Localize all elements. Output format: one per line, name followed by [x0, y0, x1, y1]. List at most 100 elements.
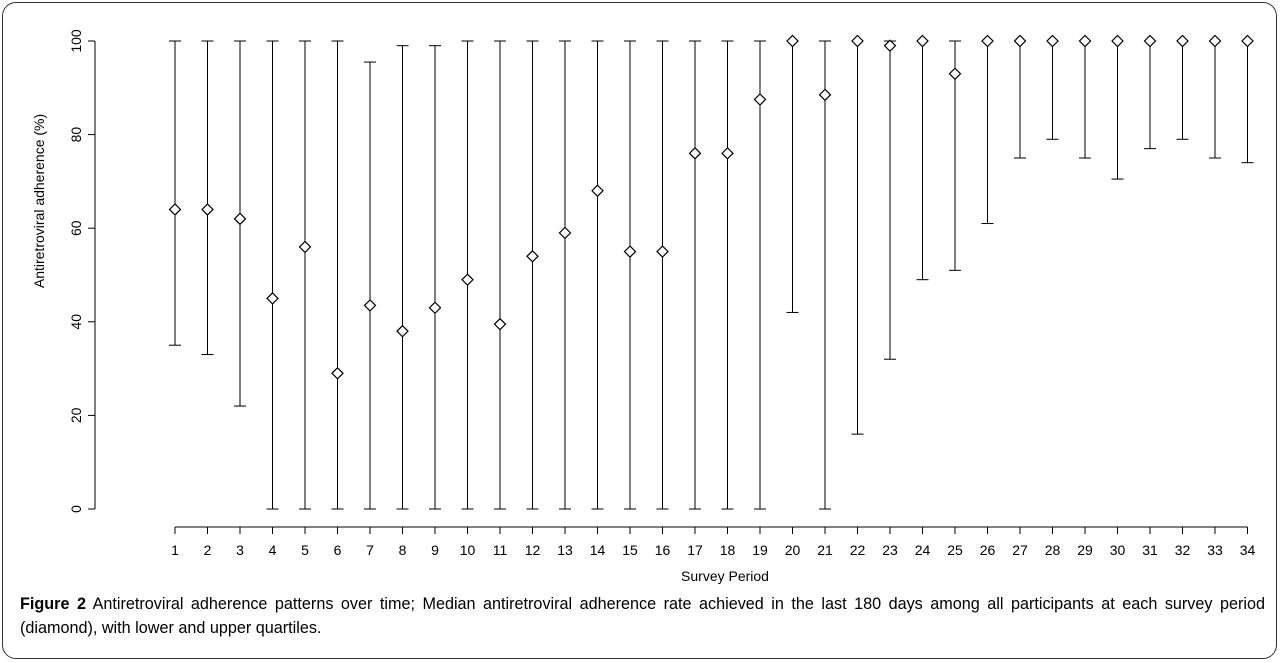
error-bar	[526, 40, 539, 510]
median-diamond	[916, 34, 929, 48]
median-diamond	[396, 324, 409, 338]
x-tick-label: 10	[460, 542, 476, 558]
error-bar	[884, 40, 896, 360]
x-axis-label: Survey Period	[681, 568, 769, 584]
error-bar	[689, 40, 701, 510]
error-bar	[1241, 40, 1254, 164]
error-bar	[299, 40, 311, 510]
error-bar	[819, 40, 831, 510]
x-tick-label: 27	[1012, 542, 1028, 558]
y-tick-label: 20	[68, 407, 84, 423]
x-tick-label: 9	[431, 542, 439, 558]
error-bar	[754, 40, 766, 510]
error-bar	[201, 40, 214, 356]
median-diamond	[1208, 34, 1222, 48]
error-bar	[1209, 40, 1221, 159]
error-bar	[721, 40, 734, 510]
x-tick-label: 20	[785, 542, 801, 558]
median-diamond	[526, 249, 539, 263]
x-axis: 1 2 3 4 5 6 7 8 9 10 11 12 13 14 15 16 17 18 19 20 21 22 23 24 2…	[171, 526, 1256, 558]
error-bar	[429, 45, 441, 510]
error-bars	[169, 40, 1254, 510]
y-tick-label: 60	[68, 220, 84, 236]
median-diamond	[201, 203, 214, 216]
median-diamond	[428, 301, 442, 315]
median-diamond	[1046, 34, 1059, 48]
error-bar	[1046, 40, 1059, 140]
median-diamond	[1013, 34, 1027, 48]
x-tick-label: 3	[236, 542, 244, 558]
x-tick-label: 5	[301, 542, 309, 558]
error-bar	[851, 40, 864, 435]
median-diamond	[266, 292, 279, 305]
error-bar	[916, 40, 929, 281]
median-markers	[168, 34, 1254, 380]
x-tick-label: 18	[720, 542, 736, 558]
x-tick-label: 29	[1077, 542, 1093, 558]
x-tick-label: 25	[947, 542, 963, 558]
median-diamond	[168, 203, 182, 216]
median-diamond	[688, 146, 702, 160]
median-diamond	[363, 299, 377, 312]
x-tick-label: 31	[1142, 542, 1158, 558]
x-tick-label: 21	[817, 542, 833, 558]
error-bar	[169, 40, 181, 346]
x-tick-label: 22	[850, 542, 866, 558]
x-tick-label: 13	[557, 542, 573, 558]
error-bar	[786, 40, 799, 313]
median-diamond	[298, 240, 312, 254]
median-diamond	[591, 184, 604, 198]
error-bar	[1111, 40, 1124, 180]
median-diamond	[331, 366, 344, 380]
median-diamond	[851, 34, 864, 48]
x-tick-label: 14	[590, 542, 606, 558]
median-diamond	[753, 93, 767, 106]
median-diamond	[1241, 34, 1254, 48]
x-tick-label: 4	[269, 542, 277, 558]
error-bar	[1176, 40, 1189, 140]
median-diamond	[883, 39, 897, 53]
error-bar	[624, 40, 636, 510]
error-bar	[364, 61, 376, 510]
error-bar	[1014, 40, 1026, 159]
error-bar	[656, 40, 669, 510]
figure-caption: Figure 2 Antiretroviral adherence patter…	[20, 592, 1265, 640]
x-tick-label: 19	[752, 542, 768, 558]
x-tick-label: 28	[1045, 542, 1061, 558]
y-tick-label: 0	[68, 505, 84, 513]
x-tick-label: 17	[687, 542, 703, 558]
median-diamond	[656, 245, 669, 258]
x-tick-label: 30	[1110, 542, 1126, 558]
error-bar	[1079, 40, 1091, 159]
median-diamond	[1176, 34, 1189, 48]
x-tick-label: 1	[171, 542, 179, 558]
median-diamond	[1143, 34, 1157, 48]
median-diamond	[818, 88, 832, 102]
x-tick-label: 32	[1175, 542, 1191, 558]
y-tick-label: 40	[68, 314, 84, 330]
error-bar	[591, 40, 604, 510]
error-bar	[1144, 40, 1156, 150]
error-bar	[559, 40, 571, 510]
x-tick-label: 7	[366, 542, 374, 558]
median-diamond	[558, 226, 572, 240]
x-tick-label: 11	[493, 542, 508, 558]
error-bar	[266, 40, 279, 510]
median-diamond	[1111, 34, 1124, 48]
median-diamond	[623, 245, 637, 258]
median-diamond	[948, 67, 962, 81]
x-tick-label: 8	[399, 542, 407, 558]
x-tick-label: 24	[915, 542, 931, 558]
figure-caption-text: Antiretroviral adherence patterns over t…	[20, 595, 1265, 637]
y-axis-label: Antiretroviral adherence (%)	[31, 114, 47, 288]
error-bar	[396, 45, 409, 510]
error-bar	[981, 40, 994, 225]
x-tick-label: 16	[655, 542, 671, 558]
median-diamond	[493, 317, 507, 331]
median-diamond	[461, 273, 474, 287]
figure-caption-label: Figure 2	[20, 595, 86, 613]
y-tick-label: 80	[68, 127, 84, 143]
x-tick-label: 34	[1240, 542, 1256, 558]
median-diamond	[981, 34, 994, 48]
